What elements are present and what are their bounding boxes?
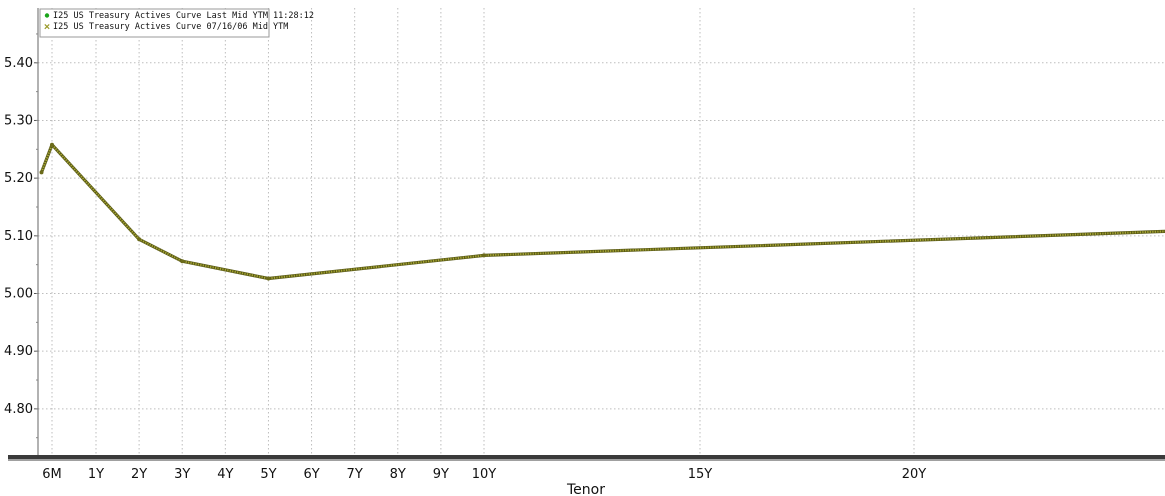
x-axis-band-shadow <box>8 459 1165 461</box>
x-tick-label: 7Y <box>347 467 363 482</box>
legend-dot-icon <box>44 13 50 18</box>
y-axis-ticks: 5.40 5.30 5.20 5.10 5.00 4.90 4.80 <box>4 33 38 439</box>
y-tick-label: 5.10 <box>4 229 33 244</box>
legend-entry-label: I25 US Treasury Actives Curve 07/16/06 M… <box>53 22 288 32</box>
series-line-shadow <box>40 143 1165 281</box>
y-tick-label: 5.30 <box>4 113 33 128</box>
x-tick-label: 8Y <box>390 467 406 482</box>
x-tick-label: 4Y <box>217 467 233 482</box>
x-tick-label: 6M <box>42 467 62 482</box>
legend-box <box>39 8 270 38</box>
x-tick-label: 6Y <box>303 467 319 482</box>
y-tick-label: 5.20 <box>4 171 33 186</box>
x-tick-label: 9Y <box>433 467 449 482</box>
legend: I25 US Treasury Actives Curve Last Mid Y… <box>39 8 314 38</box>
axes <box>8 8 1165 461</box>
x-tick-label: 2Y <box>131 467 147 482</box>
x-axis-band <box>8 455 1165 459</box>
x-tick-label: 15Y <box>688 467 713 482</box>
data-point <box>137 237 142 242</box>
x-tick-label: 1Y <box>88 467 104 482</box>
y-tick-label: 5.00 <box>4 287 33 302</box>
data-point <box>180 259 185 264</box>
x-tick-label: 10Y <box>472 467 497 482</box>
legend-x-icon <box>44 23 50 30</box>
data-point <box>39 170 44 175</box>
data-point <box>50 142 54 147</box>
x-tick-label: 20Y <box>902 467 927 482</box>
series-line <box>40 143 1165 280</box>
data-point <box>266 276 271 281</box>
data-point <box>482 253 486 258</box>
legend-entry-label: I25 US Treasury Actives Curve Last Mid Y… <box>53 11 314 21</box>
x-axis-label: Tenor <box>566 482 605 496</box>
x-tick-label: 3Y <box>174 467 190 482</box>
y-tick-label: 4.90 <box>4 344 33 359</box>
x-tick-label: 5Y <box>260 467 276 482</box>
grid <box>38 8 1165 455</box>
series-layer <box>39 142 1165 281</box>
x-axis-ticks: 6M 1Y 2Y 3Y 4Y 5Y 6Y 7Y 8Y 9Y 10Y 15Y 20Y <box>42 467 926 482</box>
y-tick-label: 5.40 <box>4 56 33 71</box>
y-tick-label: 4.80 <box>4 402 33 417</box>
